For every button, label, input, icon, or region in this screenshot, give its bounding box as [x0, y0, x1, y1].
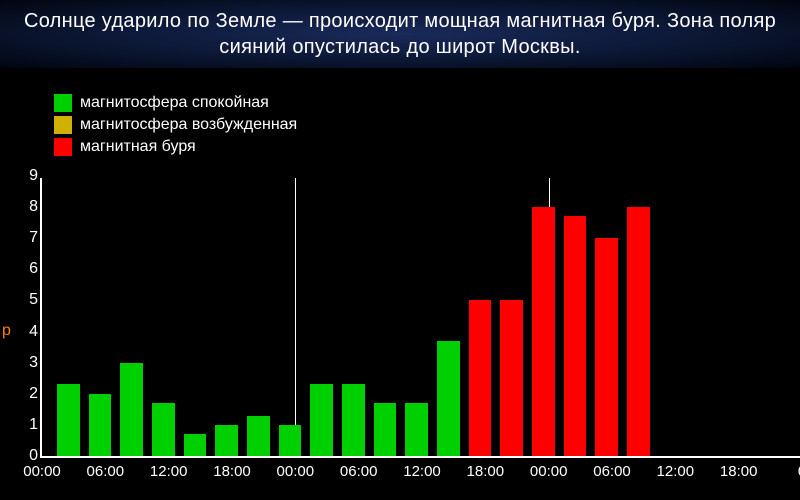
x-tick-label: 06:00	[87, 463, 125, 480]
bar	[469, 300, 492, 456]
y-tick-label: 2	[20, 385, 38, 403]
bar	[500, 300, 523, 456]
x-tick-label: 18:00	[467, 463, 505, 480]
y-tick-label: 5	[20, 291, 38, 309]
bar	[279, 425, 302, 456]
legend-item: магнитосфера возбужденная	[54, 114, 297, 136]
legend-label: магнитная буря	[80, 138, 196, 156]
bar	[310, 384, 333, 456]
x-tick-label: 18:00	[720, 463, 758, 480]
bar	[57, 384, 80, 456]
legend-item: магнитная буря	[54, 136, 297, 158]
x-tick-label: 18:00	[213, 463, 251, 480]
bar	[247, 416, 270, 456]
y-tick-label: 7	[20, 229, 38, 247]
bar	[564, 216, 587, 456]
bar	[120, 363, 143, 456]
bar	[532, 207, 555, 456]
x-tick-label: 06:00	[340, 463, 378, 480]
y-tick-label: 4	[20, 323, 38, 341]
gridline-vertical	[295, 178, 296, 456]
x-tick-label: 00:00	[23, 463, 61, 480]
x-tick-label: 00:00	[530, 463, 568, 480]
plot-region: 012345678900:0006:0012:0018:0000:0006:00…	[40, 178, 800, 458]
header-title: Солнце ударило по Земле — происходит мощ…	[24, 8, 776, 60]
bar	[152, 403, 175, 456]
bar	[342, 384, 365, 456]
bar	[89, 394, 112, 456]
legend: магнитосфера спокойная магнитосфера возбу…	[54, 92, 297, 158]
x-tick-label: 12:00	[403, 463, 441, 480]
legend-swatch	[54, 138, 72, 156]
bar	[627, 207, 650, 456]
bar	[595, 238, 618, 456]
y-tick-label: 1	[20, 416, 38, 434]
legend-swatch	[54, 94, 72, 112]
x-tick-label: 12:00	[150, 463, 188, 480]
y-tick-label: 6	[20, 260, 38, 278]
legend-swatch	[54, 116, 72, 134]
x-tick-label: 06:00	[593, 463, 631, 480]
bar	[184, 434, 207, 456]
bar	[437, 341, 460, 456]
x-tick-label: 12:00	[657, 463, 695, 480]
bar	[405, 403, 428, 456]
bar	[374, 403, 397, 456]
legend-label: магнитосфера возбужденная	[80, 116, 297, 134]
x-tick-label: 00:00	[277, 463, 315, 480]
y-tick-label: 9	[20, 167, 38, 185]
legend-item: магнитосфера спокойная	[54, 92, 297, 114]
y-axis-label: p	[2, 322, 11, 340]
chart-area: магнитосфера спокойная магнитосфера возбу…	[0, 68, 800, 500]
bar	[215, 425, 238, 456]
y-tick-label: 3	[20, 354, 38, 372]
legend-label: магнитосфера спокойная	[80, 94, 269, 112]
y-tick-label: 8	[20, 198, 38, 216]
header-banner: Солнце ударило по Земле — происходит мощ…	[0, 0, 800, 68]
